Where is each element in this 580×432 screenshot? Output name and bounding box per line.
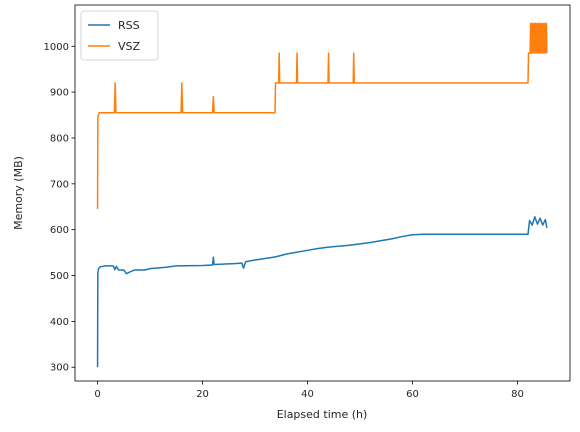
- plot-background: [75, 5, 570, 381]
- x-tick-label: 80: [511, 389, 524, 400]
- y-tick-label: 700: [50, 179, 69, 190]
- series-layer: [96, 22, 548, 368]
- y-tick-label: 600: [50, 225, 69, 236]
- legend-label-vsz: VSZ: [118, 40, 141, 53]
- legend: RSS VSZ: [80, 10, 159, 61]
- series-line-rss: [96, 216, 548, 368]
- y-tick-label: 1000: [44, 42, 69, 53]
- x-tick-label: 20: [196, 389, 209, 400]
- y-tick-label: 300: [50, 363, 69, 374]
- x-tick-label: 0: [94, 389, 100, 400]
- series-line-vsz: [96, 22, 548, 210]
- x-tick-label: 60: [406, 389, 419, 400]
- y-tick-label: 500: [50, 271, 69, 282]
- y-tick-label: 800: [50, 133, 69, 144]
- x-axis-label: Elapsed time (h): [277, 408, 368, 421]
- legend-box: [80, 10, 159, 61]
- x-tick-label: 40: [301, 389, 314, 400]
- y-axis-label: Memory (MB): [12, 156, 25, 230]
- x-axis: 0 20 40 60 80: [94, 381, 524, 400]
- plot-frame: [74, 4, 571, 382]
- y-tick-label: 900: [50, 88, 69, 99]
- y-axis: 300 400 500 600 700 800 900 1000: [44, 42, 75, 374]
- legend-label-rss: RSS: [118, 19, 140, 32]
- y-tick-label: 400: [50, 317, 69, 328]
